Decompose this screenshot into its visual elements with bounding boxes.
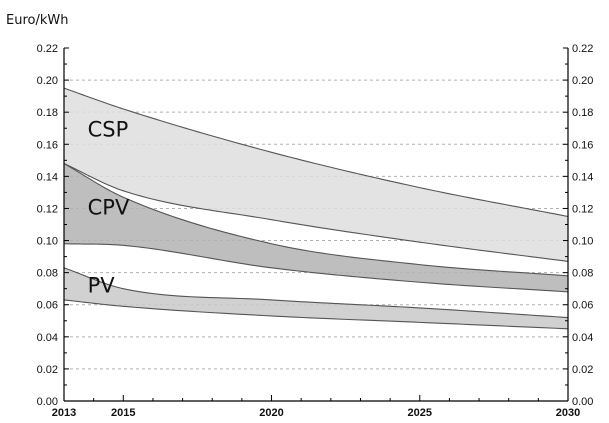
x-tick-label-2025: 2025: [408, 407, 432, 419]
band-cpv: [64, 163, 568, 292]
y-tick-label-left-0-04: 0.04: [37, 332, 58, 344]
x-tick-label-2013: 2013: [52, 407, 76, 419]
y-tick-label-right-0-10: 0.10: [572, 236, 593, 248]
y-tick-label-left-0-02: 0.02: [37, 364, 58, 376]
band-pv-low-line: [63, 299, 569, 330]
x-tick-label-2020: 2020: [259, 407, 283, 419]
band-csp-low-line: [63, 163, 569, 262]
y-tick-label-left-0-06: 0.06: [37, 300, 58, 312]
y-tick-label-left-0-18: 0.18: [37, 107, 58, 119]
y-tick-label-right-0-16: 0.16: [572, 139, 593, 151]
axes: 0.00 0.00 0.02 0.02 0.04 0.04 0.06 0.06 0.08 0.08…: [37, 43, 594, 419]
y-tick-label-left-0-12: 0.12: [37, 203, 58, 215]
y-tick-label-left-0-14: 0.14: [37, 171, 58, 183]
y-tick-label-right-0-22: 0.22: [572, 43, 593, 55]
band-pv: [64, 267, 568, 329]
y-tick-label-left-0-10: 0.10: [37, 236, 58, 248]
band-cpv-high-line: [63, 163, 569, 277]
y-axis-unit-label: Euro/kWh: [6, 13, 68, 28]
y-tick-label-left-0-16: 0.16: [37, 139, 58, 151]
cost-bands: [63, 87, 569, 330]
y-tick-label-left-0-20: 0.20: [37, 75, 58, 87]
x-tick-label-2015: 2015: [111, 407, 135, 419]
y-tick-label-left-0-00: 0.00: [37, 396, 58, 408]
y-tick-label-right-0-06: 0.06: [572, 300, 593, 312]
band-label-pv: PV: [88, 273, 116, 297]
y-tick-label-right-0-08: 0.08: [572, 268, 593, 280]
y-tick-label-right-0-02: 0.02: [572, 364, 593, 376]
band-label-csp: CSP: [88, 118, 129, 142]
band-label-cpv: CPV: [88, 196, 130, 220]
band-csp-high-line: [63, 87, 569, 218]
x-tick-label-2030: 2030: [556, 407, 580, 419]
y-tick-label-right-0-04: 0.04: [572, 332, 593, 344]
y-tick-label-right-0-14: 0.14: [572, 171, 593, 183]
band-labels: CSP CPV PV: [88, 118, 130, 298]
y-tick-label-left-0-08: 0.08: [37, 268, 58, 280]
band-pv-high-line: [63, 267, 569, 319]
band-csp: [64, 88, 568, 262]
y-tick-label-left-0-22: 0.22: [37, 43, 58, 55]
y-tick-label-right-0-12: 0.12: [572, 203, 593, 215]
y-tick-label-right-0-20: 0.20: [572, 75, 593, 87]
y-tick-label-right-0-18: 0.18: [572, 107, 593, 119]
y-tick-label-right-0-00: 0.00: [572, 396, 593, 408]
band-cpv-low-line: [63, 243, 569, 293]
